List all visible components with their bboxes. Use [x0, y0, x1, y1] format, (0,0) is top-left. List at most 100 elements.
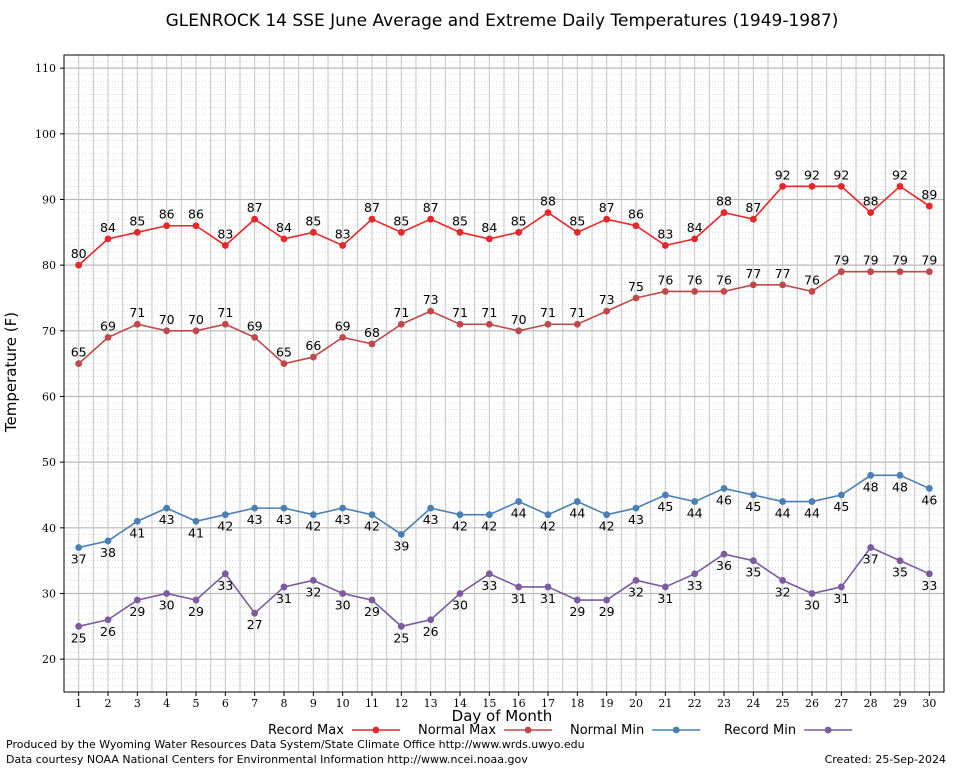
normal-max-point [779, 281, 787, 289]
normal-max-data-label: 73 [423, 292, 439, 307]
x-tick-label: 30 [922, 697, 936, 710]
record-max-data-label: 83 [657, 226, 673, 241]
series-lines [75, 182, 933, 630]
record-max-point [251, 215, 259, 223]
x-tick-label: 9 [310, 697, 317, 710]
x-tick-label: 16 [512, 697, 526, 710]
chart-title: GLENROCK 14 SSE June Average and Extreme… [166, 11, 839, 31]
x-tick-label: 24 [746, 697, 760, 710]
normal-min-point [749, 491, 757, 499]
record-max-data-label: 84 [100, 220, 116, 235]
normal-max-data-label: 76 [687, 272, 703, 287]
record-max-data-label: 87 [364, 200, 380, 215]
normal-min-data-label: 48 [892, 479, 908, 494]
normal-min-data-label: 42 [481, 519, 497, 534]
record-max-point [867, 209, 875, 217]
normal-max-point [75, 360, 83, 368]
record-min-point [104, 616, 112, 624]
normal-max-data-label: 71 [540, 305, 556, 320]
normal-min-point [661, 491, 669, 499]
record-max-data-label: 92 [892, 167, 908, 182]
normal-max-point [925, 268, 933, 276]
record-max-data-label: 86 [628, 207, 644, 222]
record-max-point [397, 228, 405, 236]
normal-max-data-label: 69 [247, 318, 263, 333]
record-min-data-label: 30 [159, 597, 175, 612]
normal-max-data-label: 71 [393, 305, 409, 320]
normal-min-point [691, 498, 699, 505]
normal-max-point [661, 288, 669, 295]
record-min-point [573, 596, 581, 604]
x-tick-label: 10 [336, 697, 350, 710]
record-max-data-label: 85 [511, 213, 527, 228]
footer-data-source: Data courtesy NOAA National Centers for … [6, 753, 528, 766]
normal-max-point [397, 320, 405, 328]
record-max-point [133, 228, 141, 236]
normal-max-point [133, 320, 141, 328]
record-max-point [192, 222, 200, 230]
y-tick-label: 110 [35, 62, 56, 75]
record-max-data-label: 92 [833, 167, 849, 182]
record-min-point [192, 596, 200, 604]
record-min-data-label: 29 [364, 604, 380, 619]
normal-max-point [251, 333, 259, 341]
record-min-point [133, 596, 141, 604]
normal-min-data-label: 44 [569, 506, 585, 521]
normal-min-data-label: 42 [540, 519, 556, 534]
record-min-point [720, 550, 728, 558]
record-max-data-label: 92 [804, 167, 820, 182]
x-tick-label: 17 [541, 697, 555, 710]
normal-max-point [280, 360, 288, 368]
record-min-point [896, 557, 904, 565]
record-min-point [309, 576, 317, 584]
normal-max-data-label: 79 [863, 253, 879, 268]
normal-min-point [280, 504, 288, 512]
normal-max-point [221, 320, 229, 328]
normal-max-data-label: 79 [921, 253, 937, 268]
record-min-data-label: 31 [511, 591, 527, 606]
record-min-data-label: 29 [188, 604, 204, 619]
y-tick-label: 50 [42, 456, 56, 469]
normal-max-point [309, 353, 317, 361]
record-max-data-label: 85 [393, 213, 409, 228]
record-max-point [896, 182, 904, 190]
record-min-point [75, 622, 83, 630]
record-max-data-label: 88 [716, 194, 732, 209]
normal-max-line [78, 270, 930, 365]
record-min-data-label: 32 [775, 584, 791, 599]
normal-max-point [837, 268, 845, 276]
record-max-point [515, 228, 523, 236]
normal-min-point [192, 517, 200, 525]
x-tick-label: 13 [424, 697, 438, 710]
normal-max-point [104, 333, 112, 341]
record-min-point [867, 544, 875, 551]
record-max-data-label: 87 [745, 200, 761, 215]
record-min-data-label: 26 [100, 624, 116, 639]
normal-max-point [544, 320, 552, 328]
normal-max-point [339, 333, 347, 341]
record-max-point [925, 202, 933, 210]
record-min-point [808, 590, 816, 597]
record-min-data-label: 33 [921, 578, 937, 593]
y-tick-label: 80 [42, 259, 56, 272]
record-min-data-label: 36 [716, 558, 732, 573]
normal-max-point [573, 320, 581, 328]
x-tick-label: 18 [570, 697, 584, 710]
record-max-data-label: 86 [159, 207, 175, 222]
record-max-point [661, 242, 669, 249]
record-min-data-label: 31 [276, 591, 292, 606]
normal-min-data-label: 43 [628, 512, 644, 527]
record-min-data-label: 30 [452, 597, 468, 612]
normal-min-data-label: 43 [159, 512, 175, 527]
record-max-data-label: 84 [687, 220, 703, 235]
normal-min-data-label: 45 [657, 499, 673, 514]
record-max-point [485, 235, 493, 243]
x-tick-label: 25 [776, 697, 790, 710]
record-max-point [104, 235, 112, 243]
record-min-point [544, 583, 552, 591]
record-max-point [691, 235, 699, 243]
legend-label-normal-max: Normal Max [418, 723, 496, 738]
record-min-data-label: 30 [335, 597, 351, 612]
normal-max-data-label: 71 [452, 305, 468, 320]
